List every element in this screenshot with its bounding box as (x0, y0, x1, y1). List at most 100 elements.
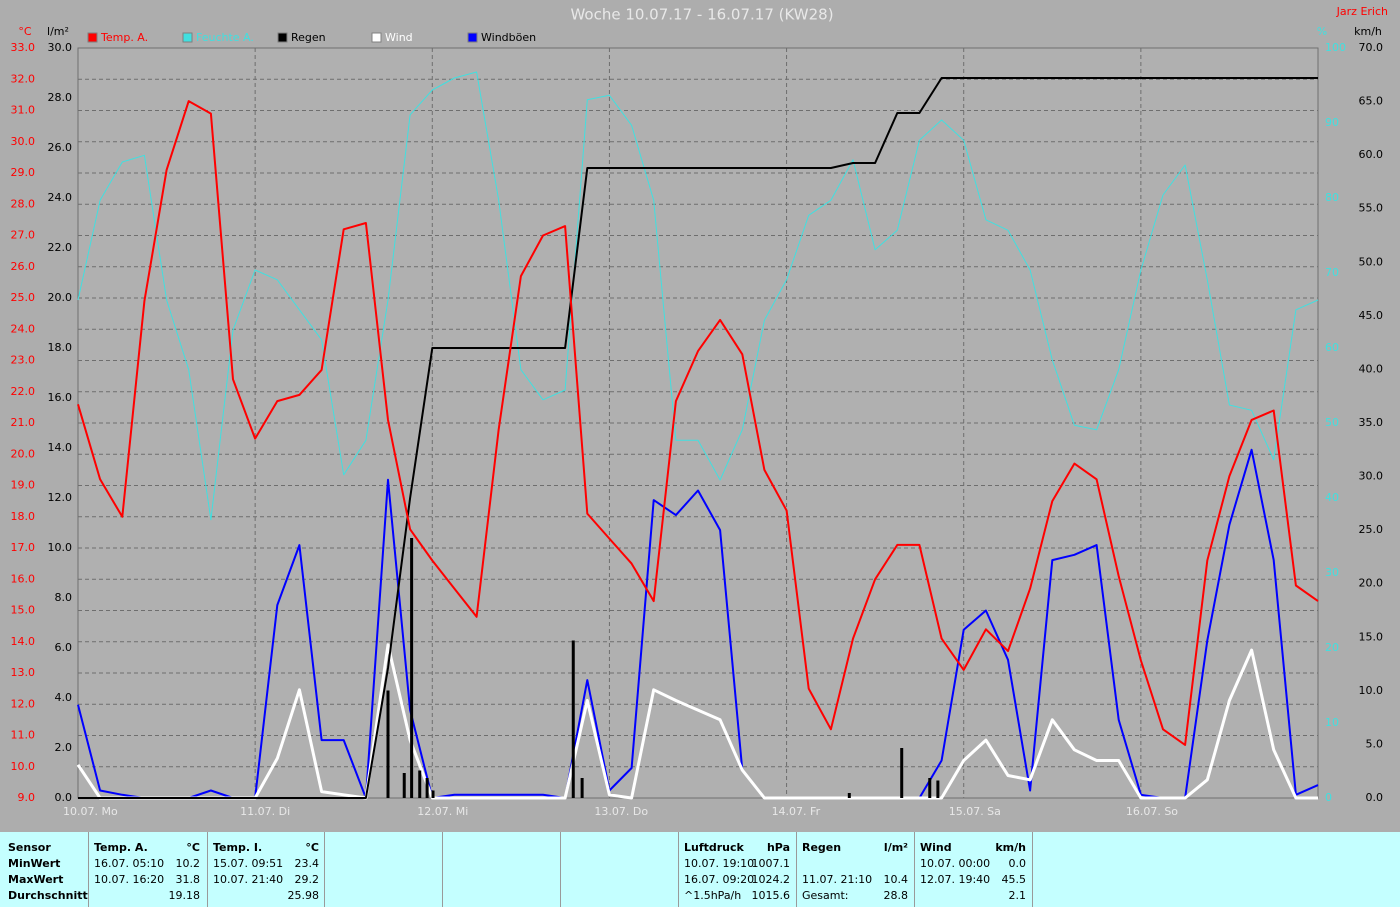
y2-axis-unit: l/m² (47, 25, 69, 38)
cell-date: 10.07. 19:10 (684, 857, 755, 870)
y-tick-label: 29.0 (11, 166, 36, 179)
column-separator (796, 832, 797, 907)
y3-tick-label: 80 (1325, 191, 1339, 204)
y4-axis-unit: km/h (1354, 25, 1382, 38)
y2-tick-label: 24.0 (48, 191, 73, 204)
y-tick-label: 24.0 (11, 322, 36, 335)
cell-value: 1007.1 (751, 857, 791, 870)
x-tick-label: 10.07. Mo (63, 805, 118, 818)
y2-tick-label: 22.0 (48, 241, 73, 254)
y2-tick-label: 30.0 (48, 41, 73, 54)
rain-bar (410, 538, 414, 798)
cell-date: 16.07. 05:10 (94, 857, 165, 870)
y-tick-label: 9.0 (18, 791, 36, 804)
cell-date: 16.07. 09:20 (684, 873, 755, 886)
y-tick-label: 26.0 (11, 260, 36, 273)
y-tick-label: 30.0 (11, 135, 36, 148)
y3-tick-label: 0 (1325, 791, 1332, 804)
x-tick-label: 13.07. Do (594, 805, 648, 818)
cell-value: 23.4 (294, 857, 320, 870)
y3-tick-label: 10 (1325, 716, 1339, 729)
y2-tick-label: 12.0 (48, 491, 73, 504)
y3-tick-label: 20 (1325, 641, 1339, 654)
y4-tick-label: 50.0 (1359, 255, 1384, 268)
legend-label: Temp. A. (100, 31, 148, 44)
cell-value: 25.98 (287, 889, 320, 902)
y-tick-label: 10.0 (11, 760, 36, 773)
cell-date: 10.07. 16:20 (94, 873, 165, 886)
y3-tick-label: 40 (1325, 491, 1339, 504)
y3-tick-label: 100 (1325, 41, 1346, 54)
cell-value: 10.2 (175, 857, 201, 870)
y2-tick-label: 0.0 (55, 791, 73, 804)
y-tick-label: 15.0 (11, 604, 36, 617)
y-tick-label: 31.0 (11, 104, 36, 117)
y2-tick-label: 6.0 (55, 641, 73, 654)
legend-label: Feuchte A. (196, 31, 254, 44)
rain-bar (580, 778, 584, 798)
rain-bar (418, 770, 422, 798)
cell-value: 1015.6 (751, 889, 791, 902)
group-name: Luftdruck (684, 841, 744, 854)
y4-tick-label: 40.0 (1359, 362, 1384, 375)
y-tick-label: 33.0 (11, 41, 36, 54)
cell-value: 29.2 (294, 873, 320, 886)
y-tick-label: 25.0 (11, 291, 36, 304)
y-tick-label: 12.0 (11, 697, 36, 710)
y-tick-label: 28.0 (11, 197, 36, 210)
y2-tick-label: 26.0 (48, 141, 73, 154)
y2-tick-label: 10.0 (48, 541, 73, 554)
series-line (77, 100, 1319, 746)
legend-swatch (87, 32, 98, 43)
x-tick-label: 12.07. Mi (417, 805, 468, 818)
group-unit: hPa (766, 841, 790, 854)
y2-tick-label: 28.0 (48, 91, 73, 104)
y2-tick-label: 20.0 (48, 291, 73, 304)
legend-label: Windböen (481, 31, 536, 44)
y-tick-label: 18.0 (11, 510, 36, 523)
y-tick-label: 32.0 (11, 72, 36, 85)
group-name: Temp. A. (94, 841, 148, 854)
x-tick-label: 16.07. So (1126, 805, 1178, 818)
y2-tick-label: 16.0 (48, 391, 73, 404)
rain-bar (431, 790, 435, 798)
y2-tick-label: 4.0 (55, 691, 73, 704)
cell-date: 15.07. 09:51 (213, 857, 284, 870)
rain-bar (928, 778, 932, 798)
y-tick-label: 16.0 (11, 572, 36, 585)
cell-value: 0.0 (1008, 857, 1027, 870)
cell-date: ^1.5hPa/h (684, 889, 742, 902)
series-line (78, 77, 1318, 799)
rain-bar (425, 778, 429, 798)
cell-value: 19.18 (168, 889, 201, 902)
x-tick-label: 15.07. Sa (949, 805, 1001, 818)
y4-tick-label: 35.0 (1359, 416, 1384, 429)
legend-swatch (371, 32, 382, 43)
y4-tick-label: 10.0 (1359, 684, 1384, 697)
legend-label: Wind (385, 31, 413, 44)
y2-tick-label: 8.0 (55, 591, 73, 604)
table-header: Sensor (8, 841, 51, 854)
y-tick-label: 11.0 (11, 729, 36, 742)
series-line (76, 643, 1318, 800)
cell-value: 1024.2 (751, 873, 791, 886)
y3-tick-label: 90 (1325, 116, 1339, 129)
y3-tick-label: 30 (1325, 566, 1339, 579)
y4-tick-label: 65.0 (1359, 95, 1384, 108)
group-name: Wind (920, 841, 952, 854)
cell-value: 31.8 (175, 873, 201, 886)
rain-bar (571, 640, 575, 798)
y4-tick-label: 5.0 (1366, 737, 1384, 750)
y3-tick-label: 60 (1325, 341, 1339, 354)
x-tick-label: 11.07. Di (240, 805, 290, 818)
y-tick-label: 23.0 (11, 354, 36, 367)
column-separator (207, 832, 208, 907)
rain-bar (847, 793, 851, 798)
y-axis-unit: °C (18, 25, 32, 38)
row-label: Durchschnitt (8, 889, 88, 902)
series-line (77, 71, 1319, 521)
cell-date: Gesamt: (802, 889, 849, 902)
column-separator (442, 832, 443, 907)
y4-tick-label: 20.0 (1359, 577, 1384, 590)
